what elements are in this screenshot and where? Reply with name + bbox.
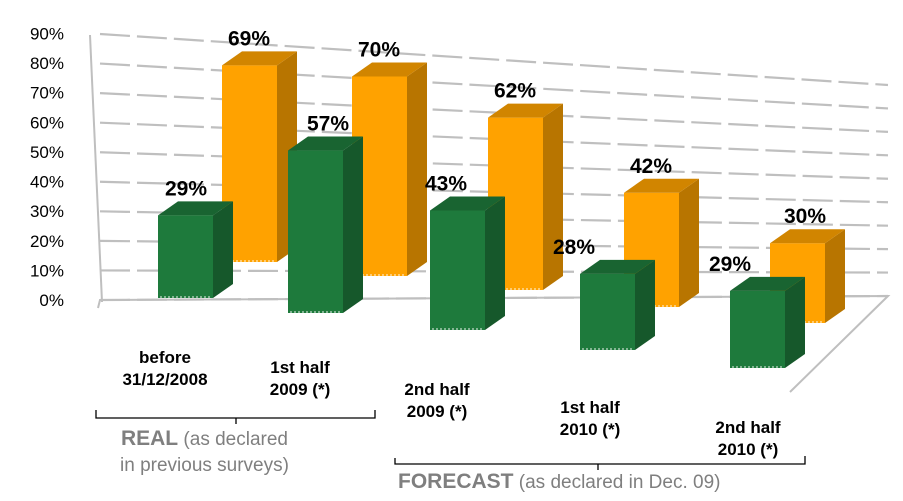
bar-forecast-2-side — [407, 63, 427, 277]
group-label-real: REAL (as declared in previous surveys) — [120, 426, 289, 479]
brace-real — [96, 410, 375, 424]
y-tick-label: 70% — [30, 84, 64, 103]
bar-real-5-front — [730, 291, 785, 368]
bar-real-4-label: 28% — [553, 236, 595, 259]
bar-real-3-side — [485, 196, 505, 330]
bar-real-5-label: 29% — [709, 253, 751, 276]
y-axis-ticks: 0% 10% 20% 30% 40% 50% 60% 70% 80% 90% — [30, 24, 64, 310]
x-category-label: 2nd half 2009 (*) — [404, 380, 470, 421]
bar-real-3 — [430, 196, 505, 330]
group-label-forecast-rest: (as declared in Dec. 09) — [514, 472, 721, 493]
bar-real-4-front — [580, 274, 635, 350]
bar-real-1-front — [158, 215, 213, 298]
bar-real-4-side — [635, 260, 655, 350]
bar-forecast-4-label: 42% — [630, 155, 672, 178]
y-tick-label: 50% — [30, 143, 64, 162]
group-label-forecast-bold: FORECAST — [398, 470, 514, 493]
group-label-forecast: FORECAST (as declared in Dec. 09) — [398, 470, 721, 494]
bar-forecast-3-side — [543, 104, 563, 290]
bar-real-1-side — [213, 201, 233, 298]
y-tick-label: 30% — [30, 202, 64, 221]
bar-real-1-label: 29% — [165, 177, 207, 200]
bar-real-3-label: 43% — [425, 172, 467, 195]
gridline — [100, 34, 888, 85]
y-tick-label: 0% — [39, 291, 64, 310]
bar-real-2-label: 57% — [307, 113, 349, 136]
bar-real-4 — [580, 260, 655, 350]
bar-forecast-2 — [352, 63, 427, 277]
y-tick-label: 10% — [30, 261, 64, 280]
left-wall-edge — [90, 35, 102, 302]
bar-forecast-2-label: 70% — [358, 39, 400, 62]
bar-real-5-side — [785, 277, 805, 368]
x-category-label: 2nd half 2010 (*) — [715, 418, 781, 459]
x-category-label: before 31/12/2008 — [122, 348, 207, 389]
bar-forecast-1 — [222, 51, 297, 262]
x-category-label: 1st half 2009 (*) — [270, 358, 330, 399]
bar-forecast-3-label: 62% — [494, 80, 536, 103]
y-tick-label: 40% — [30, 173, 64, 192]
bar-real-2-side — [343, 137, 363, 313]
bar-forecast-4-side — [679, 179, 699, 307]
y-tick-label: 20% — [30, 232, 64, 251]
bar-real-1 — [158, 201, 233, 298]
bar-forecast-5-side — [825, 229, 845, 323]
bar-real-3-front — [430, 210, 485, 330]
y-tick-label: 90% — [30, 24, 64, 43]
group-label-real-line2: in previous surveys) — [120, 453, 289, 479]
x-category-label: 1st half 2010 (*) — [560, 398, 620, 439]
bar-forecast-1-label: 69% — [228, 27, 270, 50]
group-label-real-rest: (as declared — [178, 429, 288, 450]
y-tick-label: 60% — [30, 113, 64, 132]
group-label-real-bold: REAL — [121, 427, 178, 450]
bar-real-2-front — [288, 151, 343, 313]
bar-real-5 — [730, 277, 805, 368]
bar-forecast-5-label: 30% — [784, 205, 826, 228]
bar-real-2 — [288, 137, 363, 313]
y-tick-label: 80% — [30, 54, 64, 73]
